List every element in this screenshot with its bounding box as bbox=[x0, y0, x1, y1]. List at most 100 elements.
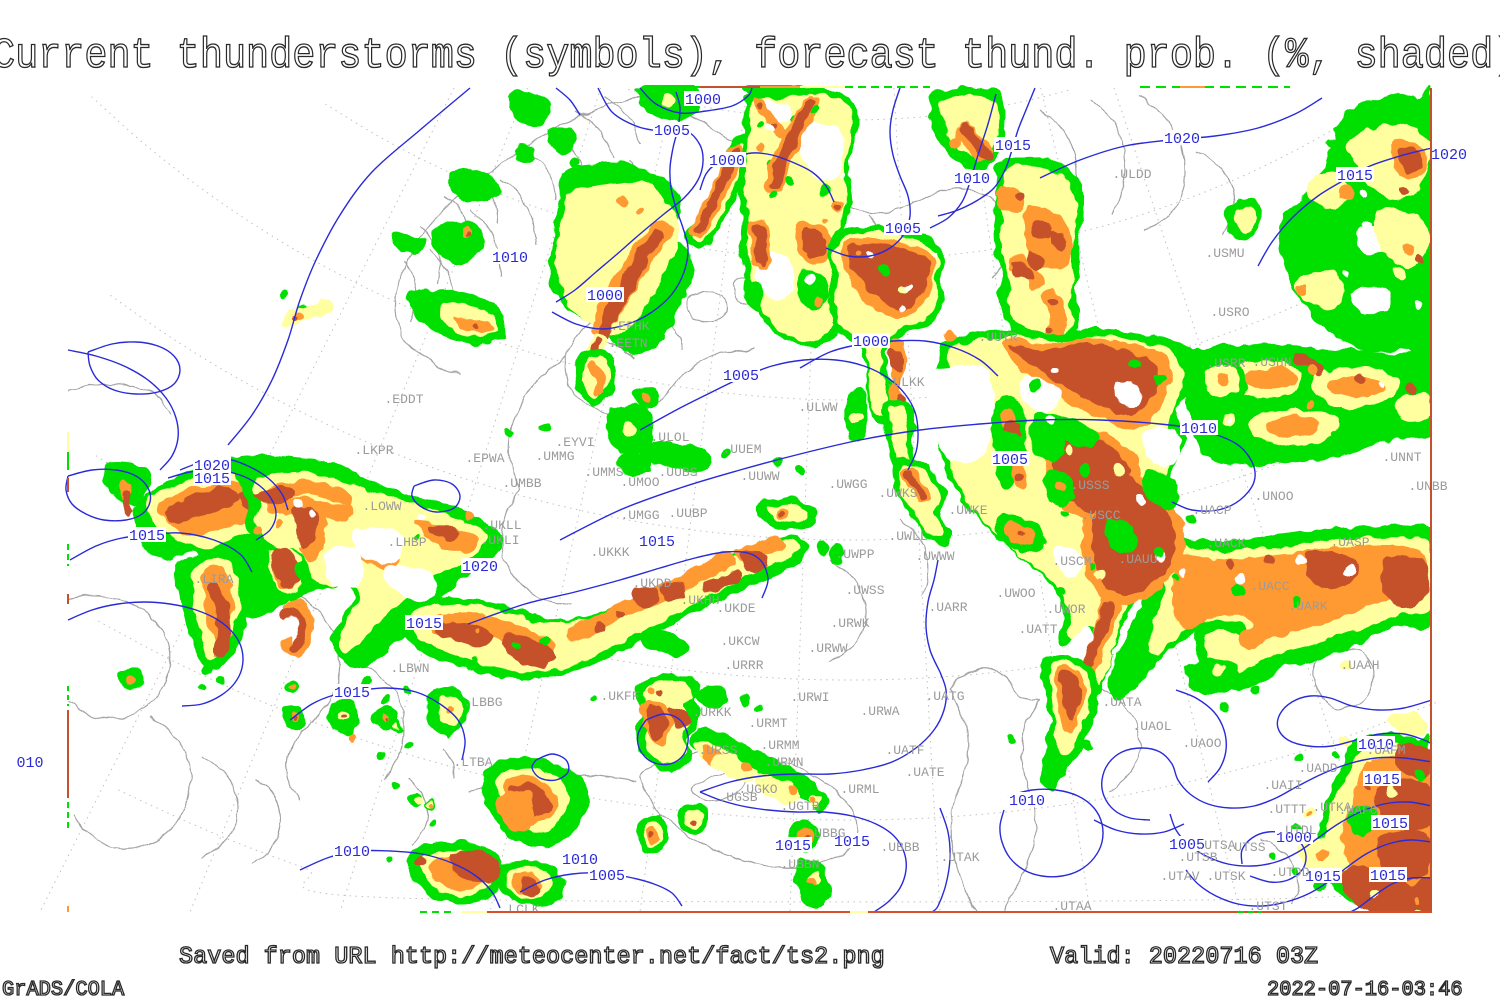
svg-text:.UUBP: .UUBP bbox=[668, 506, 707, 521]
svg-text:1015: 1015 bbox=[194, 471, 230, 488]
svg-text:.UAOO: .UAOO bbox=[1182, 736, 1221, 751]
svg-text:.USRO: .USRO bbox=[1210, 305, 1249, 320]
svg-text:.LOWW: .LOWW bbox=[362, 499, 401, 514]
svg-text:.UATF: .UATF bbox=[885, 743, 924, 758]
svg-text:.UBBG: .UBBG bbox=[806, 826, 845, 841]
svg-text:1000: 1000 bbox=[587, 288, 623, 305]
svg-text:.UGKO: .UGKO bbox=[738, 782, 777, 797]
svg-text:.ULWW: .ULWW bbox=[798, 400, 837, 415]
svg-text:1010: 1010 bbox=[1358, 737, 1394, 754]
svg-text:.UASP: .UASP bbox=[1330, 535, 1369, 550]
svg-text:.URWK: .URWK bbox=[830, 616, 869, 631]
svg-text:.URML: .URML bbox=[840, 782, 879, 797]
svg-text:.UNNT: .UNNT bbox=[1382, 450, 1421, 465]
svg-text:.LTBA: .LTBA bbox=[453, 755, 492, 770]
svg-text:.UWOO: .UWOO bbox=[996, 586, 1035, 601]
svg-text:.UAFM: .UAFM bbox=[1366, 743, 1405, 758]
svg-text:1015: 1015 bbox=[1337, 168, 1373, 185]
svg-text:.USCC: .USCC bbox=[1081, 508, 1120, 523]
svg-text:.UMGG: .UMGG bbox=[620, 508, 659, 523]
svg-text:1005: 1005 bbox=[992, 452, 1028, 469]
svg-text:.UWKS: .UWKS bbox=[878, 486, 917, 501]
svg-text:.UATG: .UATG bbox=[925, 689, 964, 704]
svg-text:.ULOL: .ULOL bbox=[650, 430, 689, 445]
svg-text:.UWPP: .UWPP bbox=[835, 547, 874, 562]
svg-text:.UBBN: .UBBN bbox=[780, 857, 819, 872]
svg-text:.LBWN: .LBWN bbox=[390, 661, 429, 676]
svg-text:1015: 1015 bbox=[1370, 868, 1406, 885]
svg-text:1015: 1015 bbox=[1305, 869, 1341, 886]
svg-text:1015: 1015 bbox=[129, 528, 165, 545]
svg-text:1020: 1020 bbox=[462, 559, 498, 576]
svg-text:.URWI: .URWI bbox=[790, 690, 829, 705]
svg-text:.UARK: .UARK bbox=[1288, 599, 1327, 614]
svg-text:1005: 1005 bbox=[589, 868, 625, 885]
svg-text:.UWLL: .UWLL bbox=[888, 529, 927, 544]
svg-text:.UAFO: .UAFO bbox=[1338, 803, 1377, 818]
svg-text:.UMOO: .UMOO bbox=[620, 475, 659, 490]
svg-text:1000: 1000 bbox=[709, 153, 745, 170]
svg-text:.LIRA: .LIRA bbox=[194, 572, 233, 587]
svg-text:.EETN: .EETN bbox=[608, 336, 647, 351]
svg-text:.UKFF: .UKFF bbox=[600, 689, 639, 704]
svg-text:.URSS: .URSS bbox=[698, 743, 737, 758]
svg-text:.UACK: .UACK bbox=[1206, 536, 1245, 551]
svg-text:.UKLL: .UKLL bbox=[482, 518, 521, 533]
svg-text:.URKK: .URKK bbox=[692, 705, 731, 720]
svg-text:.UACP: .UACP bbox=[1192, 503, 1231, 518]
svg-text:.UTSA: .UTSA bbox=[1196, 838, 1235, 853]
svg-text:.UWOR: .UWOR bbox=[1046, 602, 1085, 617]
svg-text:.USCM: .USCM bbox=[1052, 554, 1091, 569]
svg-text:.UATE: .UATE bbox=[905, 765, 944, 780]
svg-text:1010: 1010 bbox=[492, 250, 528, 267]
svg-text:1000: 1000 bbox=[853, 334, 889, 351]
svg-text:1005: 1005 bbox=[723, 368, 759, 385]
svg-text:.UTKA: .UTKA bbox=[1312, 800, 1351, 815]
svg-text:.UUYR: .UUYR bbox=[978, 330, 1017, 345]
svg-text:1010: 1010 bbox=[954, 171, 990, 188]
svg-text:1005: 1005 bbox=[1169, 837, 1205, 854]
svg-text:.UTAA: .UTAA bbox=[1052, 899, 1091, 914]
svg-text:.UAAH: .UAAH bbox=[1340, 658, 1379, 673]
svg-text:.UNBB: .UNBB bbox=[1408, 479, 1447, 494]
svg-text:.LHBP: .LHBP bbox=[387, 535, 426, 550]
svg-text:.UUBS: .UUBS bbox=[658, 465, 697, 480]
svg-text:.URWW: .URWW bbox=[808, 641, 847, 656]
svg-text:.UTDD: .UTDD bbox=[1270, 865, 1309, 880]
svg-text:1015: 1015 bbox=[406, 616, 442, 633]
svg-text:.UTSK: .UTSK bbox=[1206, 869, 1245, 884]
svg-text:.UAII: .UAII bbox=[1263, 778, 1302, 793]
svg-text:.UBBB: .UBBB bbox=[880, 840, 919, 855]
svg-text:.UGSB: .UGSB bbox=[718, 790, 757, 805]
svg-text:.EFHK: .EFHK bbox=[610, 319, 649, 334]
svg-text:.UTAK: .UTAK bbox=[940, 850, 979, 865]
svg-text:.UTDL: .UTDL bbox=[1277, 823, 1316, 838]
svg-text:1015: 1015 bbox=[995, 138, 1031, 155]
svg-text:.UWWW: .UWWW bbox=[915, 549, 954, 564]
svg-text:.UTAV: .UTAV bbox=[1160, 869, 1199, 884]
svg-text:1015: 1015 bbox=[1364, 772, 1400, 789]
svg-text:.UTST: .UTST bbox=[1248, 899, 1287, 914]
svg-text:.URMT: .URMT bbox=[748, 716, 787, 731]
svg-text:.UUWW: .UUWW bbox=[740, 469, 779, 484]
svg-text:.UTTT: .UTTT bbox=[1267, 802, 1306, 817]
svg-text:1015: 1015 bbox=[334, 685, 370, 702]
svg-text:1010: 1010 bbox=[334, 844, 370, 861]
svg-text:.EPWA: .EPWA bbox=[465, 451, 504, 466]
svg-text:.UKDD: .UKDD bbox=[632, 576, 671, 591]
svg-text:.EYVI: .EYVI bbox=[555, 435, 594, 450]
svg-text:.UAOL: .UAOL bbox=[1132, 719, 1171, 734]
svg-text:.UACC: .UACC bbox=[1250, 579, 1289, 594]
svg-text:.UMMG: .UMMG bbox=[535, 449, 574, 464]
svg-text:.UWKE: .UWKE bbox=[948, 503, 987, 518]
svg-text:.UNOO: .UNOO bbox=[1254, 489, 1293, 504]
svg-text:.LKPR: .LKPR bbox=[354, 443, 393, 458]
svg-text:.URMN: .URMN bbox=[764, 755, 803, 770]
svg-text:1010: 1010 bbox=[1181, 421, 1217, 438]
svg-text:.UKKK: .UKKK bbox=[590, 545, 629, 560]
svg-text:.UATT: .UATT bbox=[1018, 622, 1057, 637]
svg-text:.UUEM: .UUEM bbox=[722, 442, 761, 457]
svg-text:1015: 1015 bbox=[834, 834, 870, 851]
svg-text:.USSS: .USSS bbox=[1070, 478, 1109, 493]
svg-text:010: 010 bbox=[16, 755, 43, 772]
